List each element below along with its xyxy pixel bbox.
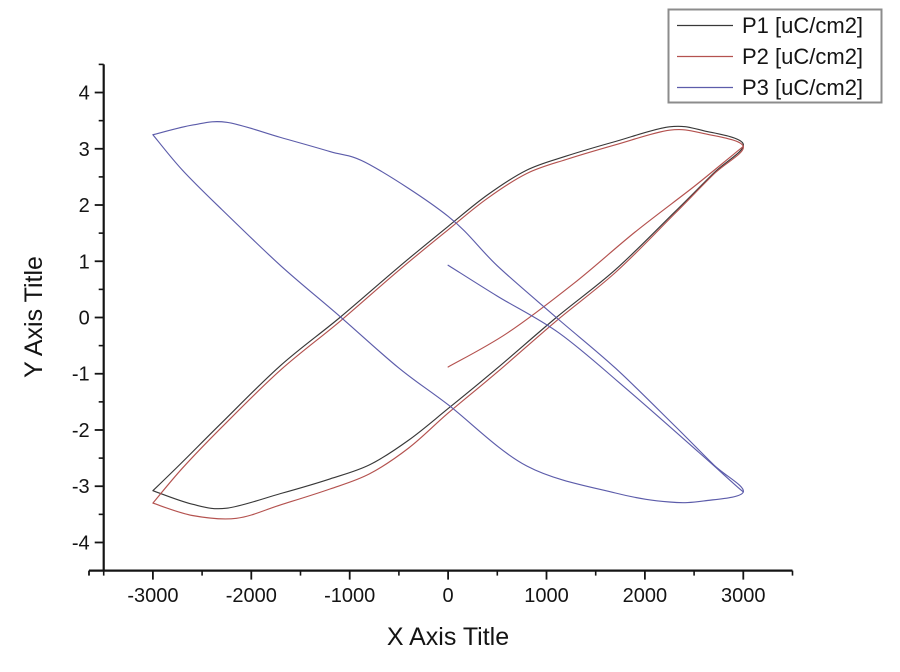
y-tick-label: 2: [79, 195, 90, 217]
y-tick-label: -3: [72, 476, 90, 498]
x-tick-label: -3000: [127, 585, 178, 607]
legend-label-p2: P2 [uC/cm2]: [742, 44, 863, 69]
legend-label-p3: P3 [uC/cm2]: [742, 75, 863, 100]
series-curve-p2: [152, 128, 744, 520]
y-tick-label: 3: [79, 139, 90, 161]
y-axis-title: Y Axis Title: [20, 256, 48, 378]
y-tick-label: 0: [79, 308, 90, 330]
x-axis-title: X Axis Title: [387, 623, 509, 651]
y-tick-label: 4: [79, 83, 90, 105]
y-tick-label: -1: [72, 364, 90, 386]
x-tick-label: 2000: [623, 585, 668, 607]
plot-series: [152, 121, 744, 520]
x-tick-label: -1000: [324, 585, 375, 607]
legend: P1 [uC/cm2] P2 [uC/cm2] P3 [uC/cm2]: [667, 8, 883, 104]
series-curve-p1: [152, 125, 744, 510]
x-tick-label: -2000: [226, 585, 277, 607]
y-tick-label: -2: [72, 420, 90, 442]
series-curve-p3: [152, 121, 744, 504]
x-axis: -3000 -2000 -1000 0 1000 2000 3000: [88, 569, 794, 607]
x-tick-label: 1000: [524, 585, 569, 607]
legend-label-p1: P1 [uC/cm2]: [742, 13, 863, 38]
series-curve-p3: [447, 264, 744, 493]
y-tick-label: 1: [79, 251, 90, 273]
series-curve-p2: [447, 145, 744, 368]
y-tick-label: -4: [72, 532, 90, 554]
y-axis: -4 -3 -2 -1 0 1 2 3 4: [72, 63, 105, 572]
x-tick-label: 3000: [721, 585, 766, 607]
x-tick-label: 0: [443, 585, 454, 607]
